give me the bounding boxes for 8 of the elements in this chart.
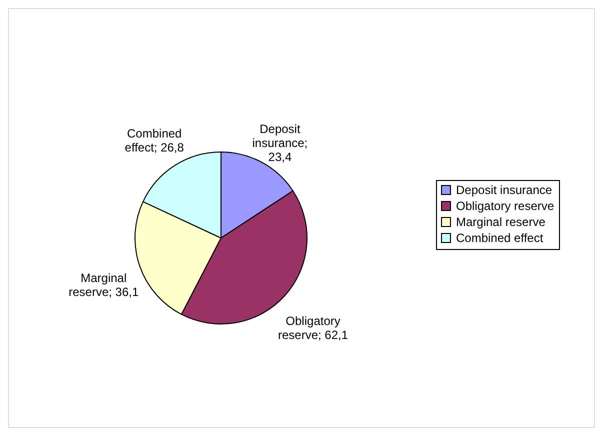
legend-label: Combined effect (456, 231, 544, 245)
legend-label: Deposit insurance (456, 183, 552, 197)
data-label: Marginal reserve; 36,1 (68, 270, 139, 299)
data-label: Combined effect; 26,8 (124, 126, 184, 154)
legend-label: Obligatory reserve (456, 199, 554, 213)
data-label: Obligatory reserve; 62,1 (278, 314, 348, 342)
data-label: Deposit insurance; 23,4 (252, 122, 308, 164)
legend-label: Marginal reserve (456, 215, 546, 229)
